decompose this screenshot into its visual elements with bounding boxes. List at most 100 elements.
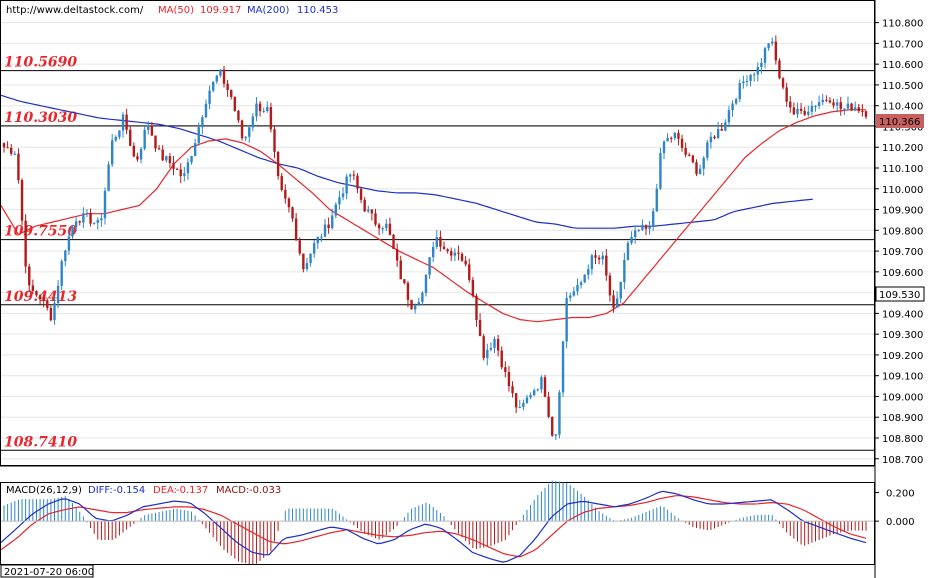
macd-title: MACD(26,12,9) — [6, 485, 82, 496]
candle-body — [504, 367, 507, 372]
candle-body — [395, 248, 399, 261]
candle-body — [67, 236, 71, 251]
candle-body — [381, 228, 384, 230]
price-tick-label: 110.200 — [882, 143, 923, 154]
candle-body — [298, 240, 301, 254]
candle-body — [814, 105, 817, 107]
candle-body — [74, 221, 78, 228]
candle-body — [716, 129, 720, 139]
candle-body — [403, 279, 406, 284]
candle-body — [331, 215, 334, 228]
candle-body — [287, 198, 291, 208]
candle-body — [161, 149, 164, 161]
candle-body — [796, 108, 799, 115]
candle-body — [688, 154, 691, 156]
candle-body — [89, 212, 92, 224]
level-label: 109.7550 — [4, 224, 77, 240]
candle-body — [857, 107, 860, 112]
candle-body — [266, 107, 269, 111]
source-url[interactable]: http://www.deltastock.com/ — [6, 5, 144, 16]
candle-body — [96, 220, 99, 223]
price-tick-label: 109.900 — [882, 206, 923, 217]
price-tick-label: 108.900 — [882, 413, 923, 424]
candle-body — [363, 199, 366, 212]
ma200-line — [0, 94, 813, 229]
candlestick-series — [2, 35, 868, 440]
candle-body — [114, 136, 118, 141]
candle-body — [749, 74, 752, 81]
candle-body — [572, 291, 576, 296]
ma50-label: MA(50) — [158, 5, 194, 16]
candle-body — [100, 218, 103, 221]
candle-body — [576, 285, 579, 292]
candle-body — [821, 99, 824, 103]
candle-body — [183, 173, 186, 176]
candle-body — [406, 283, 410, 300]
candle-body — [233, 96, 237, 111]
candle-body — [179, 169, 182, 176]
candle-body — [85, 212, 89, 214]
candle-body — [345, 176, 348, 194]
candle-body — [644, 225, 648, 229]
level-label: 108.7410 — [4, 434, 77, 450]
candle-body — [143, 129, 146, 149]
candle-body — [554, 434, 558, 436]
cursor-price-tag — [875, 286, 925, 302]
candle-body — [359, 188, 363, 200]
candle-body — [597, 257, 601, 260]
macd-hist-value: -0.033 — [249, 485, 281, 496]
grid-lines — [1, 22, 874, 460]
candle-body — [626, 242, 630, 260]
candle-body — [453, 252, 457, 256]
candle-body — [579, 282, 583, 286]
candle-body — [413, 305, 417, 310]
candle-body — [518, 406, 521, 408]
candle-body — [641, 225, 644, 230]
candle-body — [82, 213, 85, 223]
candle-body — [374, 213, 377, 225]
candle-body — [215, 75, 218, 82]
candle-body — [410, 299, 413, 310]
price-tick-label: 110.400 — [882, 102, 923, 113]
candle-body — [615, 298, 619, 308]
candle-body — [532, 390, 536, 396]
candle-body — [734, 99, 738, 104]
candle-body — [439, 237, 442, 247]
candle-body — [648, 226, 651, 229]
candle-body — [431, 246, 435, 258]
candle-body — [781, 78, 785, 88]
candle-body — [186, 162, 190, 174]
candle-body — [807, 111, 810, 115]
candle-body — [670, 137, 673, 139]
candle-body — [850, 103, 853, 111]
candle-body — [709, 136, 713, 143]
candle-body — [778, 60, 781, 79]
candle-body — [276, 151, 280, 177]
candle-body — [64, 250, 67, 262]
candle-body — [255, 103, 258, 117]
candle-body — [78, 221, 81, 223]
candle-body — [601, 255, 604, 260]
candle-body — [13, 153, 17, 155]
candle-body — [121, 114, 125, 131]
candle-body — [92, 222, 96, 224]
candle-body — [111, 140, 114, 165]
candle-body — [53, 303, 56, 321]
candle-body — [843, 108, 846, 110]
candle-body — [540, 377, 543, 390]
candle-body — [284, 189, 287, 199]
candle-body — [201, 117, 204, 128]
price-tick-label: 109.700 — [882, 247, 923, 258]
candle-body — [38, 295, 42, 300]
candle-body — [352, 174, 356, 176]
candle-body — [323, 224, 327, 237]
ma200-label: MA(200) — [247, 5, 289, 16]
candle-body — [522, 402, 525, 407]
candle-body — [619, 282, 622, 299]
candle-body — [745, 80, 749, 82]
candle-body — [175, 168, 179, 170]
candle-body — [222, 69, 226, 84]
